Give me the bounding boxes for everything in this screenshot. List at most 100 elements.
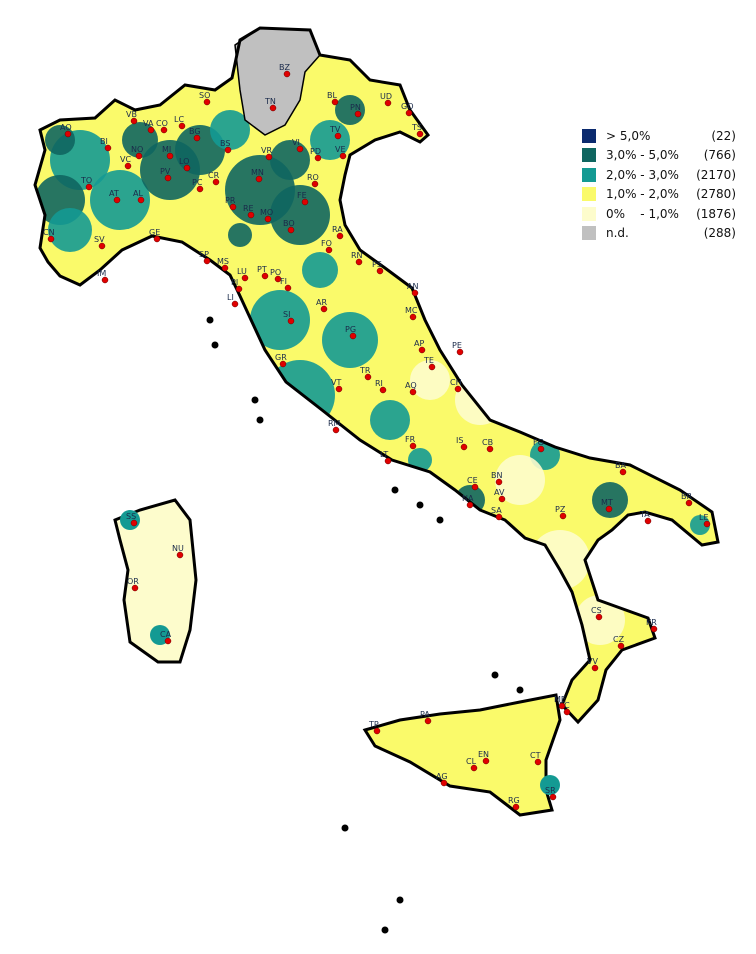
province-capital: CR xyxy=(208,171,220,186)
capital-dot xyxy=(113,196,121,204)
capital-dot xyxy=(279,360,287,368)
province-label: AO xyxy=(60,123,72,132)
municipality-patch xyxy=(495,455,545,505)
capital-dot xyxy=(409,388,417,396)
province-capital: CA xyxy=(160,630,172,645)
province-label: MN xyxy=(251,168,264,177)
province-capital: TE xyxy=(423,356,436,371)
province-label: PZ xyxy=(555,505,566,514)
capital-dot xyxy=(605,505,613,513)
province-label: VC xyxy=(120,155,131,164)
capital-dot xyxy=(221,264,229,272)
province-label: CB xyxy=(482,438,493,447)
province-capital: VE xyxy=(335,145,347,160)
legend-item: 2,0% - 3,0% (2170) xyxy=(582,165,736,185)
mainland-border xyxy=(33,26,720,725)
province-label: PI xyxy=(231,278,238,287)
capital-dot xyxy=(428,363,436,371)
capital-dot xyxy=(617,642,625,650)
province-label: SA xyxy=(491,506,502,515)
small-island xyxy=(491,671,499,679)
province-capital: KR xyxy=(646,618,658,633)
capital-dot xyxy=(558,702,566,710)
province-capital: SR xyxy=(545,786,557,801)
capital-dot xyxy=(269,104,277,112)
capital-dot xyxy=(384,99,392,107)
capital-dot xyxy=(339,152,347,160)
province-label: BR xyxy=(681,492,692,501)
province-capital: FR xyxy=(405,435,417,450)
capital-dot xyxy=(296,145,304,153)
municipality-patch xyxy=(210,110,250,150)
small-island xyxy=(206,316,214,324)
province-capital: IS xyxy=(456,436,468,451)
province-label: LC xyxy=(174,115,184,124)
capital-dot xyxy=(235,285,243,293)
province-label: VI xyxy=(292,138,300,147)
province-capital: MC xyxy=(405,306,418,321)
province-capital: CN xyxy=(43,228,55,243)
province-label: CL xyxy=(466,757,477,766)
province-capital: PD xyxy=(310,147,322,162)
province-label: AN xyxy=(407,282,418,291)
province-label: MI xyxy=(162,145,171,154)
province-label: VV xyxy=(587,657,598,666)
province-label: TV xyxy=(329,125,341,134)
province-label: FG xyxy=(533,438,544,447)
province-capital: LU xyxy=(237,267,249,282)
province-label: FE xyxy=(297,191,307,200)
capital-dot xyxy=(85,183,93,191)
capital-dot xyxy=(482,757,490,765)
province-label: PG xyxy=(345,325,356,334)
province-capital: AL xyxy=(133,189,145,204)
legend-label: n.d. xyxy=(606,226,629,241)
capital-dot xyxy=(164,637,172,645)
province-capital: PN xyxy=(350,103,362,118)
province-label: VT xyxy=(331,378,341,387)
province-label: OR xyxy=(127,577,139,586)
province-capital: VI xyxy=(292,138,304,153)
province-capital: CB xyxy=(482,438,494,453)
province-label: BA xyxy=(615,461,626,470)
capital-dot xyxy=(284,284,292,292)
province-label: SS xyxy=(126,512,136,521)
province-capital: MI xyxy=(162,145,174,160)
province-capital: SV xyxy=(94,235,106,250)
legend-label: > 5,0% xyxy=(606,128,651,143)
province-capital: PA xyxy=(420,710,432,725)
province-label: CO xyxy=(156,119,168,128)
province-label: UD xyxy=(380,92,392,101)
capital-dot xyxy=(364,373,372,381)
province-capital: PT xyxy=(257,265,269,280)
province-capital: ME xyxy=(554,695,566,710)
capital-dot xyxy=(486,445,494,453)
capital-dot xyxy=(591,664,599,672)
capital-dot xyxy=(440,779,448,787)
capital-dot xyxy=(456,348,464,356)
capital-dot xyxy=(203,98,211,106)
municipality-patch xyxy=(322,312,378,368)
province-capital: NU xyxy=(172,544,184,559)
province-label: TR xyxy=(359,366,371,375)
capital-dot xyxy=(283,70,291,78)
capital-dot xyxy=(376,267,384,275)
province-label: LT xyxy=(380,450,388,459)
municipality-patch xyxy=(455,375,505,425)
capital-dot xyxy=(411,289,419,297)
province-capital: AT xyxy=(109,189,121,204)
capital-dot xyxy=(131,584,139,592)
province-capital: TR xyxy=(359,366,372,381)
province-label: PR xyxy=(225,196,236,205)
province-capital: BO xyxy=(283,219,295,234)
province-label: MO xyxy=(260,208,273,217)
province-label: CE xyxy=(467,476,478,485)
province-label: AQ xyxy=(405,381,417,390)
capital-dot xyxy=(563,708,571,716)
province-capital: TS xyxy=(411,123,424,138)
province-label: SR xyxy=(545,786,556,795)
capital-dot xyxy=(384,457,392,465)
province-capital: UD xyxy=(380,92,392,107)
capital-dot xyxy=(549,793,557,801)
capital-dot xyxy=(264,215,272,223)
